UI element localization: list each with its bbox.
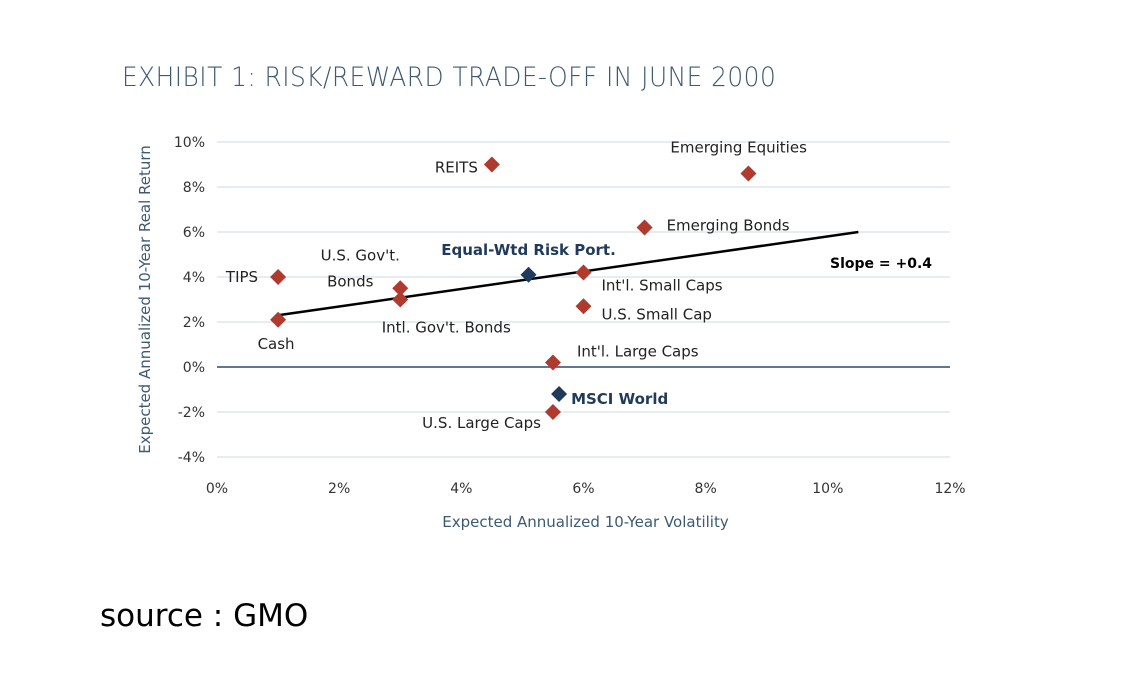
data-point-label: TIPS — [225, 268, 258, 286]
data-point-label: U.S. Small Cap — [602, 305, 712, 323]
data-point-label: Emerging Equities — [670, 139, 807, 157]
source-note: source : GMO — [100, 598, 309, 634]
data-point-label: Bonds — [327, 272, 373, 290]
y-tick-label: 4% — [183, 270, 205, 286]
y-tick-label: -2% — [178, 405, 205, 421]
x-tick-label: 10% — [812, 481, 843, 497]
data-point-marker — [270, 311, 287, 328]
y-axis-label: Expected Annualized 10-Year Real Return — [136, 145, 154, 454]
data-point-label: MSCI World — [571, 390, 668, 408]
data-point-label: U.S. Large Caps — [422, 414, 541, 432]
data-point-label: Cash — [258, 335, 295, 353]
chart-title: EXHIBIT 1: RISK/REWARD TRADE-OFF IN JUNE… — [122, 62, 777, 93]
x-axis-label: Expected Annualized 10-Year Volatility — [442, 513, 729, 531]
data-point-marker — [636, 219, 653, 236]
y-tick-label: 6% — [183, 225, 205, 241]
data-point-marker — [740, 165, 757, 182]
y-tick-label: 2% — [183, 315, 205, 331]
data-point-marker — [544, 404, 561, 420]
data-point-marker — [392, 280, 409, 297]
y-tick-label: -4% — [178, 450, 205, 466]
x-tick-label: 0% — [206, 481, 228, 497]
data-point-marker — [270, 269, 287, 285]
data-point-marker — [575, 264, 592, 281]
data-point-marker — [520, 266, 537, 283]
data-point-label: Int'l. Large Caps — [577, 343, 699, 361]
data-point-label: Emerging Bonds — [667, 217, 790, 235]
data-point-label: REITS — [435, 159, 478, 177]
slope-label: Slope = +0.4 — [830, 256, 932, 272]
data-point-label: Equal-Wtd Risk Port. — [441, 241, 616, 259]
x-tick-label: 2% — [328, 481, 350, 497]
y-tick-label: 8% — [183, 180, 205, 196]
data-point-marker — [551, 386, 568, 402]
x-tick-label: 8% — [695, 481, 717, 497]
data-point-label: Int'l. Small Caps — [602, 277, 723, 295]
data-point-marker — [575, 298, 592, 315]
x-tick-label: 4% — [450, 481, 472, 497]
data-point-marker — [483, 156, 500, 173]
data-point-marker — [544, 354, 561, 371]
data-point-label: Intl. Gov't. Bonds — [382, 319, 511, 337]
y-tick-label: 10% — [174, 135, 205, 151]
y-tick-label: 0% — [183, 360, 205, 376]
trendline — [277, 230, 859, 317]
data-point-marker — [392, 291, 409, 308]
data-point-label: U.S. Gov't. — [321, 246, 400, 264]
x-tick-label: 6% — [572, 481, 594, 497]
x-tick-label: 12% — [934, 481, 965, 497]
